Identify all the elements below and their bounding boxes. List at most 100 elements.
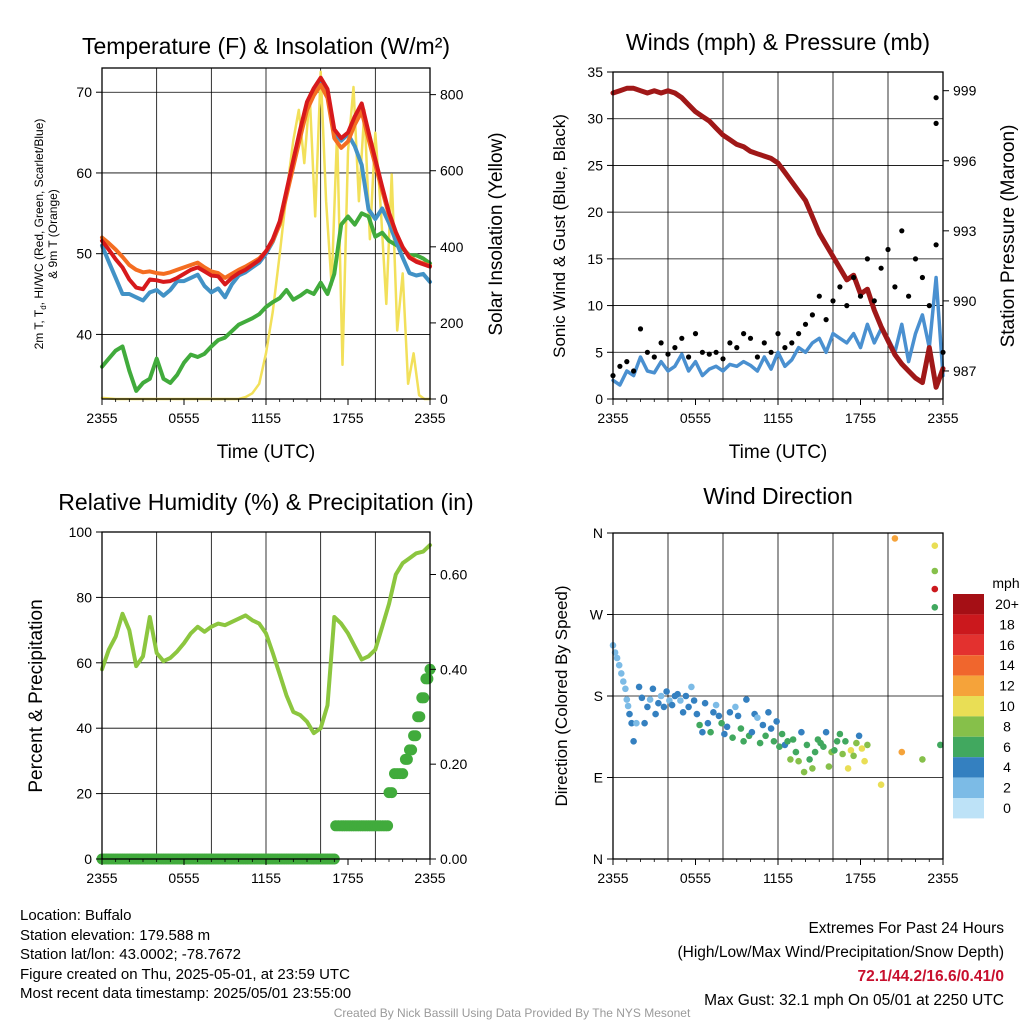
colorbar-label: 20+ bbox=[995, 596, 1019, 612]
y-tick-label: 80 bbox=[76, 589, 92, 605]
y-tick-label: 25 bbox=[587, 157, 603, 173]
direction-point bbox=[811, 748, 819, 756]
gust-point bbox=[802, 321, 809, 327]
gust-point bbox=[926, 303, 932, 309]
y-tick-label: 50 bbox=[76, 246, 92, 262]
y-tick-label: 20 bbox=[587, 204, 603, 220]
gust-point bbox=[747, 335, 754, 341]
direction-point bbox=[855, 732, 863, 740]
y-tick-label: W bbox=[590, 607, 604, 623]
colorbar-swatch bbox=[953, 594, 984, 615]
precip-point bbox=[418, 692, 430, 704]
gust-point bbox=[851, 274, 857, 281]
gust-point bbox=[768, 349, 774, 355]
direction-point bbox=[644, 703, 651, 711]
gust-point bbox=[796, 331, 802, 337]
gust-point bbox=[686, 354, 692, 360]
direction-point bbox=[685, 703, 692, 711]
direction-point bbox=[850, 752, 857, 760]
y-tick-label: 30 bbox=[587, 111, 603, 127]
humidity-title: Relative Humidity (%) & Precipitation (i… bbox=[58, 489, 473, 515]
direction-point bbox=[729, 734, 736, 741]
direction-point bbox=[623, 696, 631, 703]
pressure-ylabel: Station Pressure (Maroon) bbox=[998, 125, 1019, 348]
y2-tick-label: 600 bbox=[440, 163, 464, 179]
direction-point bbox=[663, 688, 670, 695]
colorbar-swatch bbox=[953, 614, 984, 635]
gust-point bbox=[906, 293, 912, 299]
gust-point bbox=[631, 368, 637, 374]
direction-point bbox=[726, 709, 734, 716]
pressure-outlier-point bbox=[933, 120, 939, 126]
direction-point bbox=[844, 765, 852, 772]
x-tick-label: 1755 bbox=[845, 870, 876, 886]
temperature-ylabel-line1: 2m T, Td, HI/WC (Red, Green, Scarlet/Blu… bbox=[32, 119, 48, 350]
direction-point bbox=[820, 743, 827, 750]
direction-point bbox=[773, 718, 780, 725]
temperature-ticks: 2355 0555 1155 1755 2355 40 50 60 70 0 200 400 600 80… bbox=[76, 84, 463, 426]
direction-point bbox=[660, 703, 668, 711]
direction-point bbox=[649, 685, 657, 693]
recent-timestamp: Most recent data timestamp: 2025/05/01 2… bbox=[20, 985, 352, 1002]
y-tick-label: 40 bbox=[76, 326, 92, 342]
temperature-title: Temperature (F) & Insolation (W/m²) bbox=[82, 33, 450, 59]
y2-tick-label: 996 bbox=[953, 153, 977, 169]
direction-point bbox=[635, 683, 643, 691]
direction-point bbox=[624, 702, 632, 710]
direction-point bbox=[836, 730, 844, 738]
humidity-grid bbox=[102, 532, 430, 859]
direction-point bbox=[759, 721, 767, 729]
colorbar-swatch bbox=[953, 655, 984, 676]
gust-point bbox=[644, 349, 651, 355]
y2-tick-label: 990 bbox=[953, 293, 977, 309]
gust-point bbox=[775, 331, 781, 337]
x-tick-label: 1155 bbox=[763, 870, 793, 886]
station-info: Location: Buffalo Station elevation: 179… bbox=[20, 906, 351, 1004]
y2-tick-label: 0.60 bbox=[440, 566, 467, 582]
direction-point bbox=[853, 739, 860, 747]
y2-tick-label: 0 bbox=[440, 391, 448, 407]
direction-point bbox=[622, 685, 629, 693]
y-tick-label: 5 bbox=[595, 344, 603, 360]
gust-point bbox=[816, 293, 822, 299]
direction-point bbox=[798, 728, 805, 736]
direction-point bbox=[839, 750, 846, 758]
direction-point bbox=[795, 757, 802, 765]
winds-ylabel: Sonic Wind & Gust (Blue, Black) bbox=[550, 114, 569, 358]
direction-point bbox=[707, 728, 714, 736]
temp-2m-line bbox=[100, 75, 432, 292]
direction-point bbox=[789, 736, 797, 743]
colorbar-swatch bbox=[953, 675, 984, 696]
direction-point bbox=[715, 712, 723, 720]
station-elevation: Station elevation: 179.588 m bbox=[20, 926, 211, 944]
direction-point bbox=[877, 781, 885, 788]
x-tick-label: 2355 bbox=[414, 870, 445, 886]
direction-point bbox=[847, 747, 855, 754]
extremes-title: Extremes For Past 24 Hours bbox=[808, 920, 1004, 937]
x-tick-label: 0555 bbox=[168, 870, 199, 886]
direction-point bbox=[931, 542, 939, 549]
direction-point bbox=[806, 756, 813, 763]
direction-point bbox=[630, 738, 637, 745]
direction-point bbox=[646, 696, 654, 703]
gust-point bbox=[809, 312, 816, 318]
y-tick-label: N bbox=[593, 525, 603, 541]
direction-point bbox=[809, 765, 816, 772]
gust-point bbox=[679, 335, 685, 341]
direction-point bbox=[919, 756, 926, 763]
winds-series bbox=[610, 85, 946, 390]
precip-point bbox=[410, 730, 422, 742]
direction-point bbox=[767, 725, 775, 732]
y-tick-label: E bbox=[594, 770, 603, 786]
gust-point bbox=[878, 265, 884, 271]
direction-point bbox=[710, 709, 717, 716]
direction-point bbox=[864, 741, 871, 749]
station-location: Location: Buffalo bbox=[20, 907, 132, 924]
colorbar-label: 16 bbox=[999, 637, 1015, 653]
gust-point bbox=[651, 354, 657, 360]
gust-point bbox=[617, 363, 623, 369]
x-tick-label: 1755 bbox=[845, 410, 876, 426]
winds-title: Winds (mph) & Pressure (mb) bbox=[626, 29, 930, 55]
x-tick-label: 2355 bbox=[414, 410, 445, 426]
y-tick-label: 100 bbox=[69, 524, 93, 540]
